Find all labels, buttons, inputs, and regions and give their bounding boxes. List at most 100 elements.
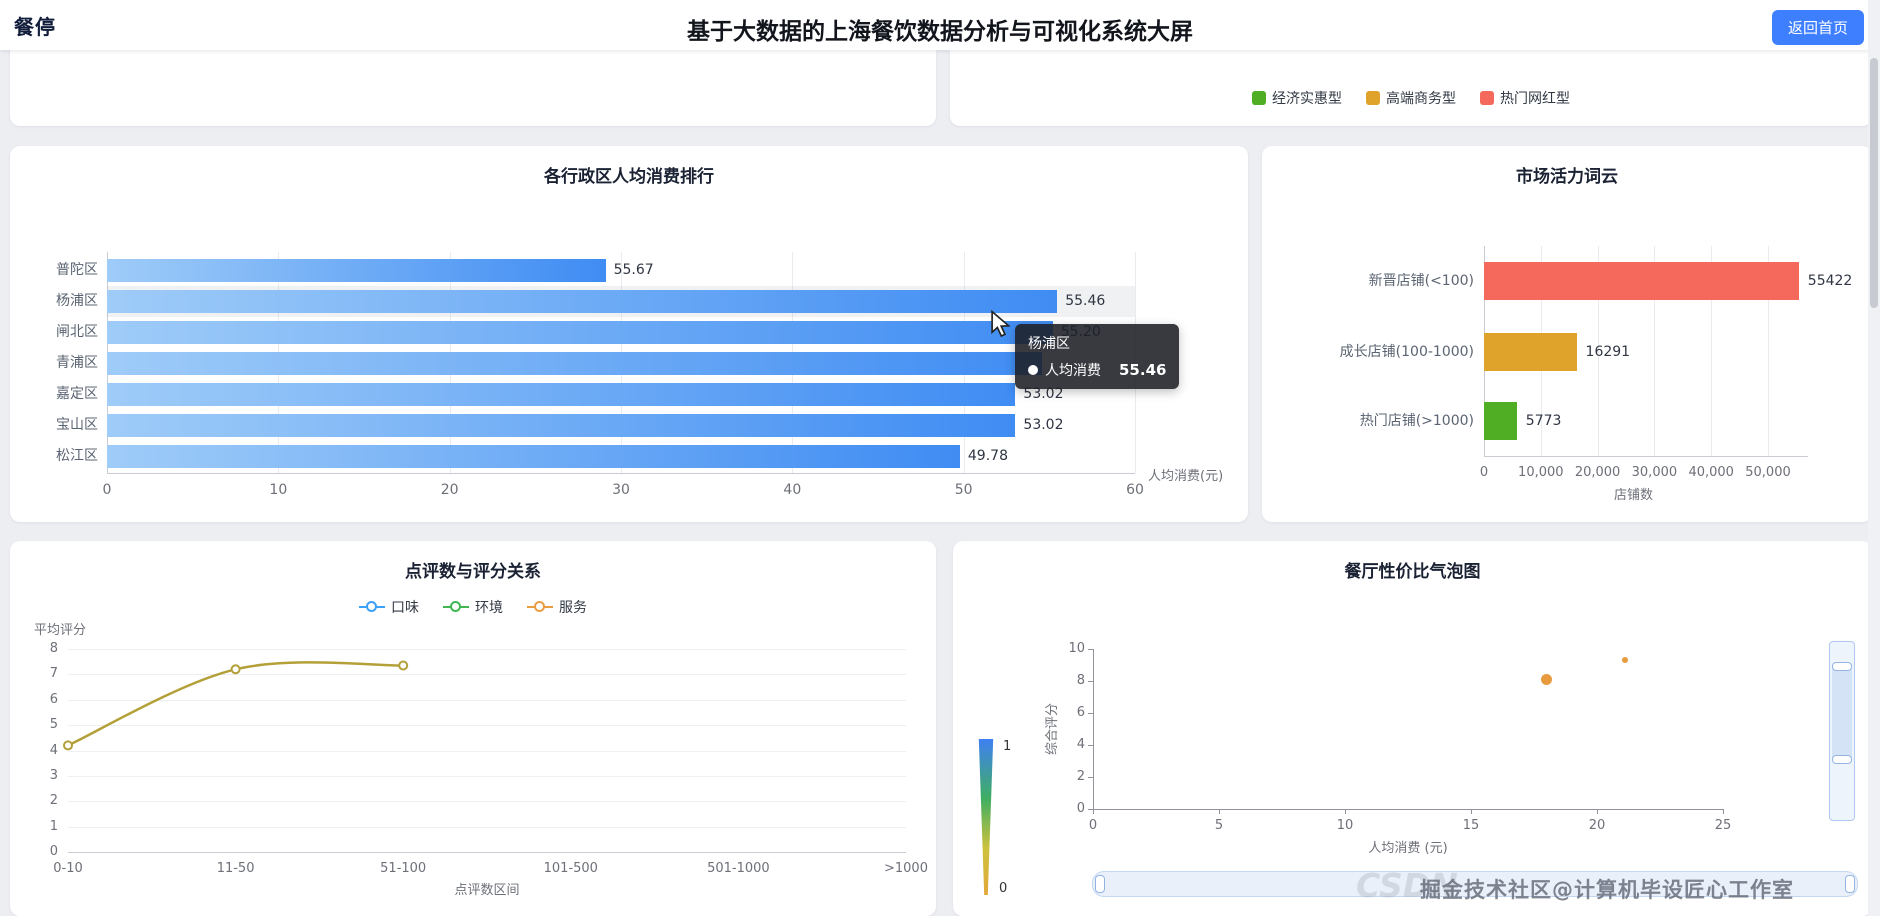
legend-item[interactable]: 服务 bbox=[527, 597, 587, 617]
x-axis-tickmark bbox=[1093, 809, 1094, 814]
bar-value-label: 16291 bbox=[1585, 344, 1631, 360]
card-top-left-partial bbox=[10, 50, 936, 126]
legend-swatch bbox=[1252, 91, 1266, 105]
tooltip-value: 55.46 bbox=[1119, 361, 1167, 379]
legend-item[interactable]: 热门网红型 bbox=[1480, 88, 1570, 108]
category-label: 成长店铺(100-1000) bbox=[1339, 344, 1474, 360]
legend-label: 高端商务型 bbox=[1386, 91, 1456, 107]
scatter-bubble[interactable] bbox=[1541, 673, 1553, 685]
x-axis-tickmark bbox=[1471, 809, 1472, 814]
district-bar[interactable] bbox=[107, 258, 606, 282]
district-bar[interactable] bbox=[107, 351, 1043, 375]
y-axis-name: 平均评分 bbox=[34, 623, 87, 638]
market-bar[interactable] bbox=[1484, 262, 1799, 300]
x-axis-tick: 10 bbox=[269, 482, 288, 498]
y-axis-tick: 10 bbox=[1068, 641, 1085, 656]
horizontal-zoom-slider[interactable] bbox=[1092, 871, 1858, 897]
bar-value-label: 53.02 bbox=[1023, 386, 1064, 402]
legend-circle bbox=[534, 601, 545, 612]
x-axis-tick: 30,000 bbox=[1631, 465, 1678, 480]
x-axis-tick: 0 bbox=[1088, 818, 1098, 833]
tooltip-title: 杨浦区 bbox=[1028, 336, 1070, 352]
market-bar[interactable] bbox=[1484, 333, 1577, 371]
district-bar[interactable] bbox=[107, 444, 960, 468]
legend-item[interactable]: 经济实惠型 bbox=[1252, 88, 1342, 108]
x-axis-line bbox=[68, 852, 906, 853]
district-bar[interactable] bbox=[107, 320, 1053, 344]
vertical-zoom-handle-top[interactable] bbox=[1832, 662, 1852, 671]
bubble-chart-card: 餐厅性价比气泡图 0 5 10 15 20 25 0 2 4 6 8 10 综合评分 人均消费 (元) 1… bbox=[953, 541, 1872, 916]
market-bar[interactable] bbox=[1484, 402, 1517, 440]
y-axis-tick: 7 bbox=[49, 666, 58, 682]
grid-line bbox=[1597, 246, 1599, 456]
y-axis-tick: 1 bbox=[49, 818, 58, 834]
bubble-chart-plot[interactable]: 0 5 10 15 20 25 0 2 4 6 8 10 综合评分 人均消费 (元) bbox=[953, 541, 1872, 916]
grid-line bbox=[68, 649, 906, 650]
x-axis-tick: 10 bbox=[1336, 818, 1354, 833]
x-axis-name: 人均消费(元) bbox=[1148, 469, 1224, 484]
x-axis-tick: 40,000 bbox=[1688, 465, 1734, 480]
grid-line bbox=[68, 826, 906, 828]
top-bar: 餐停 基于大数据的上海餐饮数据分析与可视化系统大屏 返回首页 bbox=[0, 0, 1880, 50]
y-axis-tick: 2 bbox=[49, 793, 58, 809]
x-axis-tickmark bbox=[1723, 809, 1724, 814]
bar-value-label: 53.02 bbox=[1023, 417, 1064, 433]
x-axis-tick: 0-10 bbox=[53, 861, 83, 876]
page-scrollbar[interactable] bbox=[1868, 0, 1880, 916]
vertical-zoom-selection[interactable] bbox=[1832, 666, 1852, 760]
page-title: 基于大数据的上海餐饮数据分析与可视化系统大屏 bbox=[687, 19, 1193, 45]
category-label: 青浦区 bbox=[56, 355, 98, 371]
visual-map-max-label: 1 bbox=[1003, 739, 1012, 754]
grid-line bbox=[1711, 246, 1713, 456]
scatter-bubble[interactable] bbox=[1621, 657, 1628, 664]
y-axis-tickmark bbox=[1088, 777, 1093, 778]
district-chart-plot[interactable]: 0102030405060普陀区55.67杨浦区55.46闸北区55.20青浦区… bbox=[10, 146, 1248, 522]
grid-line bbox=[68, 674, 906, 676]
x-axis-tick: 20 bbox=[440, 482, 459, 498]
vertical-zoom-slider[interactable] bbox=[1829, 641, 1855, 821]
vertical-zoom-handle-bottom[interactable] bbox=[1832, 755, 1852, 764]
x-axis-line bbox=[1093, 809, 1723, 810]
horizontal-zoom-handle-right[interactable] bbox=[1845, 875, 1855, 893]
legend-item[interactable]: 高端商务型 bbox=[1366, 88, 1456, 108]
visual-map-min-label: 0 bbox=[999, 881, 1008, 896]
district-bar[interactable] bbox=[107, 289, 1058, 313]
x-axis-tickmark bbox=[1345, 809, 1346, 814]
scrollbar-thumb[interactable] bbox=[1870, 58, 1878, 308]
district-chart-title: 各行政区人均消费排行 bbox=[544, 167, 714, 187]
district-bar[interactable] bbox=[107, 382, 1016, 406]
back-home-button[interactable]: 返回首页 bbox=[1771, 10, 1864, 45]
tooltip-series-dot bbox=[1028, 365, 1038, 375]
category-label: 普陀区 bbox=[56, 262, 98, 278]
legend-label: 环境 bbox=[475, 600, 503, 616]
market-chart-plot[interactable]: 0 10,000 20,000 30,000 40,000 50,000 新晋店铺(<100… bbox=[1262, 146, 1872, 522]
legend-circle bbox=[450, 601, 461, 612]
review-chart-plot[interactable]: 0 1 2 3 4 5 6 7 8 0-10 11-50 51-100 101-500 501-1000 >… bbox=[10, 541, 936, 916]
x-axis-name: 点评数区间 bbox=[454, 883, 520, 898]
y-axis-tickmark bbox=[1088, 713, 1093, 714]
grid-line bbox=[68, 801, 906, 803]
grid-line bbox=[1654, 246, 1656, 456]
x-axis-tick: 51-100 bbox=[380, 861, 427, 876]
x-axis-tick: 30 bbox=[612, 482, 630, 498]
y-axis-tickmark bbox=[1088, 745, 1093, 746]
y-axis-tick: 3 bbox=[49, 767, 58, 783]
district-bar[interactable] bbox=[107, 413, 1016, 437]
category-label: 松江区 bbox=[56, 448, 98, 464]
x-axis-tick: 0 bbox=[1479, 465, 1489, 480]
x-axis-tickmark bbox=[1597, 809, 1598, 814]
grid-line bbox=[68, 775, 906, 777]
horizontal-zoom-handle-left[interactable] bbox=[1095, 875, 1105, 893]
x-axis-tick: >1000 bbox=[884, 861, 928, 876]
x-axis-tick: 101-500 bbox=[543, 861, 598, 876]
x-axis-line bbox=[1484, 456, 1808, 457]
grid-line bbox=[1768, 246, 1769, 456]
legend-item[interactable]: 环境 bbox=[443, 597, 503, 617]
legend-item[interactable]: 口味 bbox=[359, 597, 419, 617]
grid-line bbox=[68, 750, 906, 752]
x-axis-name: 人均消费 (元) bbox=[1368, 841, 1448, 856]
app-logo[interactable]: 餐停 bbox=[14, 15, 56, 39]
x-axis-line bbox=[107, 473, 1135, 474]
x-axis-tick: 50,000 bbox=[1745, 465, 1791, 480]
line-legend-icon bbox=[443, 601, 469, 613]
